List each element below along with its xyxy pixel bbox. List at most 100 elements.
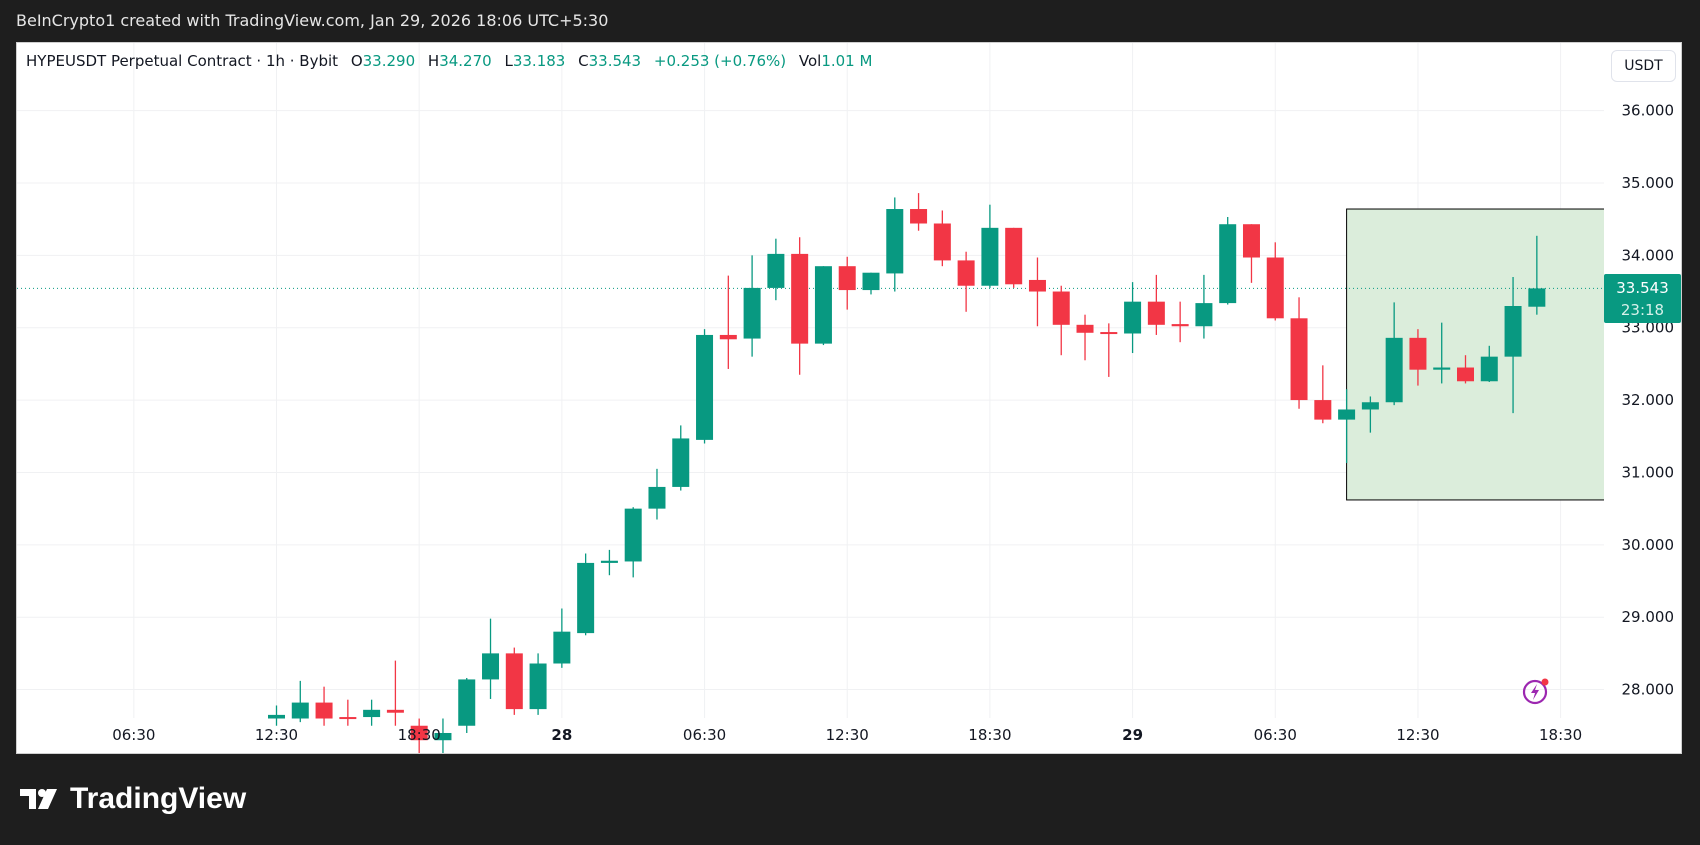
time-tick-label: 18:30	[1539, 726, 1582, 744]
candle	[648, 468, 666, 520]
candle-body	[1314, 400, 1332, 420]
candle	[268, 705, 285, 726]
tradingview-logo: TradingView	[20, 782, 246, 816]
volume-label: Vol	[798, 52, 822, 70]
candle-body	[767, 253, 785, 288]
candle	[1338, 389, 1356, 464]
candle	[505, 647, 523, 715]
candle-body	[743, 287, 761, 339]
candle-body	[291, 702, 309, 719]
time-tick-label: 12:30	[826, 726, 869, 744]
candle-body	[1409, 337, 1427, 370]
time-tick-label: 18:30	[968, 726, 1011, 744]
candle-body	[600, 560, 618, 563]
candle-body	[315, 702, 333, 719]
candle-body	[1124, 301, 1142, 334]
candle	[957, 251, 975, 312]
symbol-title[interactable]: HYPEUSDT Perpetual Contract · 1h · Bybit	[26, 52, 339, 70]
close-value: 33.543	[588, 52, 642, 70]
candle	[910, 193, 928, 231]
candle-body	[1242, 224, 1260, 258]
candle-body	[1290, 318, 1308, 401]
candle	[1480, 345, 1498, 382]
candle	[1195, 274, 1213, 339]
candle	[1124, 282, 1142, 354]
tradingview-logo-icon	[20, 789, 57, 809]
open-value: 33.290	[362, 52, 416, 70]
candle-body	[1504, 305, 1522, 357]
candle	[1147, 274, 1165, 335]
brand-name: TradingView	[70, 782, 247, 815]
candle-body	[1266, 257, 1284, 319]
candle	[1504, 277, 1522, 414]
time-tick-label: 06:30	[683, 726, 726, 744]
candle-body	[886, 209, 904, 274]
candle-body	[505, 653, 523, 710]
candle-body	[458, 679, 476, 726]
candle-body	[1480, 356, 1498, 382]
low-value: 33.183	[512, 52, 566, 70]
candle-body	[1076, 324, 1094, 333]
time-tick-label: 06:30	[1254, 726, 1297, 744]
price-tick-label: 31.000	[1622, 463, 1675, 481]
candle-body	[386, 709, 404, 713]
volume-value: 1.01 M	[821, 52, 873, 70]
candle	[291, 680, 309, 723]
candle-body	[1457, 367, 1474, 382]
candle	[1385, 302, 1403, 406]
candle-body	[719, 334, 737, 340]
candle	[1266, 242, 1284, 321]
lightning-icon[interactable]	[1521, 676, 1551, 706]
candle	[862, 272, 880, 295]
candle-body	[1100, 332, 1118, 335]
candle-body	[1005, 227, 1023, 285]
candle	[410, 718, 428, 753]
candle	[363, 699, 381, 726]
time-tick-label: 28	[551, 726, 572, 744]
price-tick-label: 29.000	[1622, 608, 1675, 626]
candle	[458, 677, 476, 733]
candle	[1242, 224, 1260, 283]
low-label: L	[504, 52, 513, 70]
candle-body	[339, 717, 357, 720]
candle-countdown: 23:18	[1620, 301, 1665, 319]
candle-body	[838, 266, 856, 291]
candle	[672, 425, 690, 491]
candle-body	[1219, 224, 1237, 304]
candle	[1171, 301, 1189, 343]
symbol-legend: HYPEUSDT Perpetual Contract · 1h · Bybit…	[26, 52, 872, 70]
candle	[529, 653, 547, 715]
candle	[1409, 329, 1427, 386]
candle	[1361, 396, 1379, 433]
candle-body	[1528, 288, 1546, 307]
candle	[1028, 257, 1046, 327]
chart-caption: BeInCrypto1 created with TradingView.com…	[16, 11, 609, 30]
candle-body	[1147, 301, 1165, 325]
candle-body	[577, 562, 595, 634]
candle	[791, 237, 809, 375]
price-tick-label: 34.000	[1622, 246, 1675, 264]
high-value: 34.270	[439, 52, 492, 70]
candle-body	[648, 486, 666, 509]
candle	[886, 197, 904, 292]
close-label: C	[578, 52, 589, 70]
open-label: O	[350, 52, 363, 70]
currency-button[interactable]: USDT	[1611, 50, 1676, 82]
time-tick-label: 18:30	[398, 726, 441, 744]
candle-body	[862, 272, 880, 291]
candle	[814, 266, 832, 346]
candle-body	[363, 709, 381, 718]
candle	[767, 238, 785, 301]
candle-body	[696, 334, 714, 440]
candle	[1005, 227, 1023, 288]
candle	[600, 549, 618, 576]
candle-body	[791, 253, 809, 344]
high-label: H	[427, 52, 440, 70]
candle	[434, 718, 452, 753]
candle-body	[814, 266, 832, 344]
candle-body	[410, 725, 428, 741]
candle-body	[1052, 291, 1070, 325]
candle	[315, 686, 333, 726]
candle-body	[672, 438, 690, 487]
